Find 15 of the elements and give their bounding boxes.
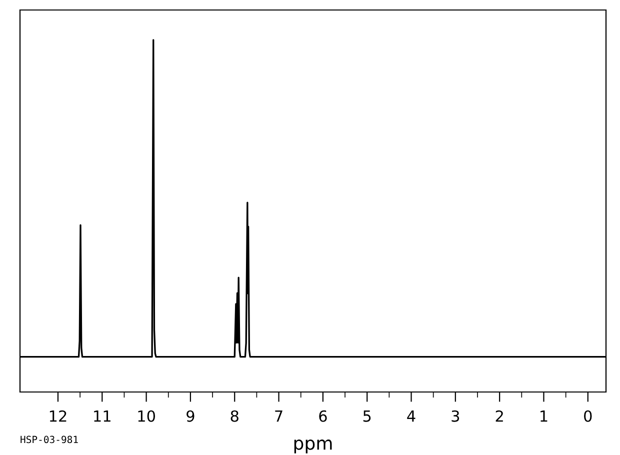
x-tick-label: 3 xyxy=(452,410,460,422)
x-tick-label: 9 xyxy=(186,410,194,422)
x-tick-label: 7 xyxy=(275,410,282,422)
x-tick-label: 1 xyxy=(540,410,548,422)
text: HSP-03-981 xyxy=(20,436,78,444)
x-tick-label: 5 xyxy=(363,410,371,422)
x-tick-label: 12 xyxy=(50,410,66,422)
x-tick-label: 10 xyxy=(138,410,156,422)
x-axis-title: ppm xyxy=(294,440,332,454)
x-tick-label: 8 xyxy=(230,410,238,422)
x-tick-label: 11 xyxy=(94,410,110,422)
x-tick-label: 6 xyxy=(319,410,327,422)
x-tick-label: 4 xyxy=(407,410,416,422)
x-tick-label: 0 xyxy=(584,410,592,422)
x-tick-label: 2 xyxy=(496,410,503,422)
